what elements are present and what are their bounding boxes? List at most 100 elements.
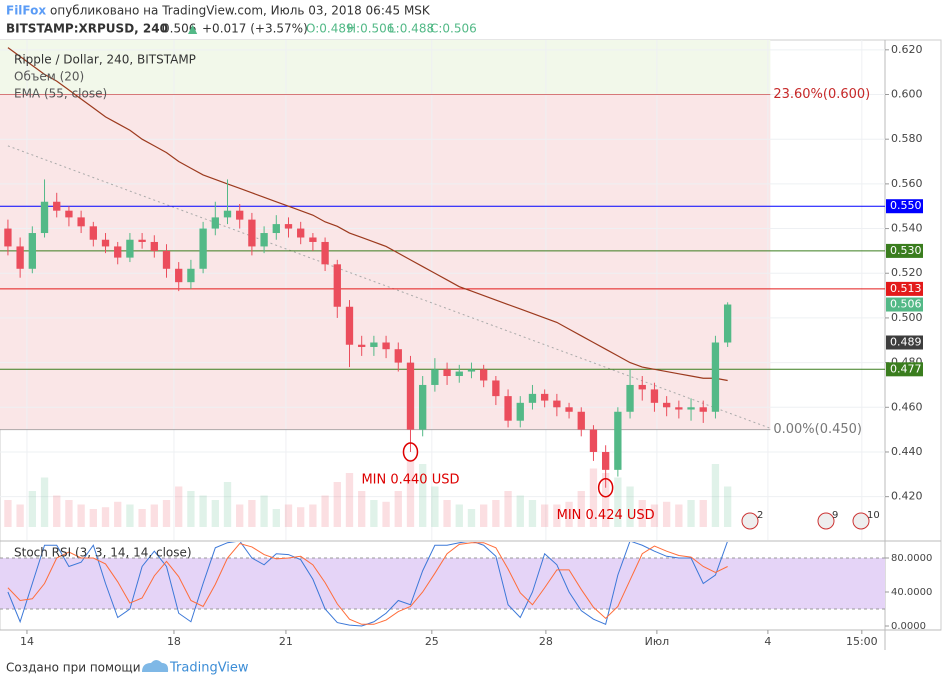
volume-bar xyxy=(321,495,329,527)
price-badge-label: 0.477 xyxy=(890,362,922,375)
candle-body xyxy=(77,217,85,227)
x-tick-label: Июл xyxy=(645,635,670,648)
volume-bar xyxy=(53,495,61,527)
stoch-d-line xyxy=(7,542,728,625)
volume-bar xyxy=(443,500,451,527)
volume-bar xyxy=(223,482,232,527)
candle-body xyxy=(162,250,171,269)
price-badge xyxy=(886,362,923,377)
volume-bar xyxy=(394,491,402,527)
candle-body xyxy=(150,241,158,251)
stoch-pane xyxy=(0,542,885,627)
header-published: опубликовано на TradingView.com, Июль 03… xyxy=(50,4,431,18)
event-count: 2 xyxy=(757,510,763,521)
price-badge-label: 0.513 xyxy=(890,282,922,295)
volume-bar xyxy=(687,500,695,527)
volume-bar xyxy=(614,477,622,527)
header-open: O:0.489 xyxy=(306,22,354,36)
volume-bar xyxy=(504,491,512,527)
y-tick-label: 0.420 xyxy=(891,490,923,503)
volume-bar xyxy=(40,477,49,527)
y-tick-label: 0.560 xyxy=(891,177,923,190)
header-arrow: ▲ xyxy=(188,22,198,36)
event-flag: 10 xyxy=(852,510,880,530)
candle-body xyxy=(406,362,415,430)
candle-body xyxy=(480,369,488,381)
volume-bar xyxy=(309,504,317,527)
candle-body xyxy=(187,268,195,283)
candle-body xyxy=(321,241,329,265)
volume-bar xyxy=(711,464,720,527)
y-tick-label: 0.440 xyxy=(891,445,923,458)
header-change: +0.017 (+3.57%) xyxy=(202,22,308,36)
candle-body xyxy=(443,369,451,377)
stoch-y-tick-label: 0.0000 xyxy=(891,621,926,632)
price-badge xyxy=(886,199,923,214)
annotation-label: MIN 0.424 USD xyxy=(557,508,655,523)
candle-body xyxy=(687,407,695,410)
x-tick-label: 28 xyxy=(539,635,553,648)
event-count: 10 xyxy=(867,510,880,521)
volume-bar xyxy=(467,509,476,527)
volume-bar xyxy=(101,507,110,527)
candle-body xyxy=(358,344,366,347)
candle-body xyxy=(345,306,354,345)
x-tick-label: 18 xyxy=(167,635,181,648)
x-tick-label: 15:00 xyxy=(846,635,878,648)
header-low: L:0.488 xyxy=(389,22,434,36)
x-tick-label: 25 xyxy=(425,635,439,648)
fib-label: 23.60%(0.600) xyxy=(773,87,870,102)
candle-body xyxy=(650,389,659,403)
stoch-y-tick-label: 40.0000 xyxy=(891,587,932,598)
volume-bar xyxy=(541,504,549,527)
candle-body xyxy=(699,407,707,412)
candle-body xyxy=(455,371,463,377)
candle-body xyxy=(711,342,720,412)
volume-bar xyxy=(419,464,427,527)
candle-body xyxy=(248,219,256,247)
volume-bar xyxy=(65,500,73,527)
header-symbol: BITSTAMP:XRPUSD, 240 xyxy=(6,22,168,36)
price-badge-label: 0.530 xyxy=(890,244,922,257)
candle-body xyxy=(101,239,110,247)
candle-body xyxy=(89,226,97,240)
volume-bar xyxy=(126,504,134,527)
price-badge-label: 0.489 xyxy=(890,336,922,349)
candle-body xyxy=(577,411,585,430)
candle-body xyxy=(333,264,341,307)
candle-body xyxy=(211,217,219,229)
volume-bar xyxy=(89,509,97,527)
y-tick-label: 0.520 xyxy=(891,266,923,279)
volume-bar xyxy=(516,495,524,527)
header-last: 0.506 xyxy=(162,22,196,36)
volume-bar xyxy=(16,504,24,527)
brand-logo xyxy=(142,660,169,672)
y-tick-label: 0.580 xyxy=(891,132,923,145)
candle-body xyxy=(492,380,500,397)
candle-body xyxy=(614,411,622,470)
volume-bar xyxy=(431,486,439,527)
header-high: H:0.506 xyxy=(347,22,394,36)
volume-bar xyxy=(382,501,390,527)
volume-bar xyxy=(248,500,256,527)
candle-body xyxy=(589,429,598,452)
volume-bar xyxy=(370,500,378,527)
volume-bar xyxy=(236,504,244,527)
volume-bar xyxy=(723,486,732,527)
candle-body xyxy=(394,349,402,363)
candle-body xyxy=(284,224,293,229)
main-pane xyxy=(0,40,885,540)
candle-body xyxy=(565,407,573,412)
volume-bar xyxy=(175,486,183,527)
price-badge xyxy=(886,297,923,312)
footer-made-with: Создано при помощи xyxy=(6,661,141,675)
x-tick-label: 21 xyxy=(279,635,293,648)
volume-bar xyxy=(28,491,36,527)
event-count: 9 xyxy=(832,510,838,521)
candle-body xyxy=(236,210,244,220)
candle-body xyxy=(541,393,549,401)
volume-bar xyxy=(406,459,415,527)
price-badge xyxy=(886,335,923,350)
y-tick-label: 0.540 xyxy=(891,222,923,235)
